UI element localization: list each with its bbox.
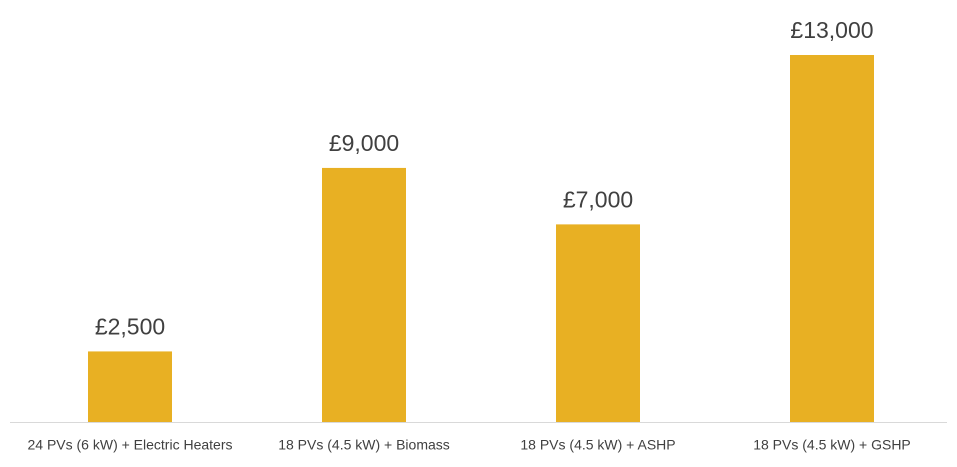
bar [88,351,172,422]
bar [556,224,640,422]
bar [790,55,874,422]
x-tick-label: 24 PVs (6 kW) + Electric Heaters [27,437,232,453]
value-label: £7,000 [563,186,633,212]
x-tick-label: 18 PVs (4.5 kW) + GSHP [753,437,911,453]
x-tick-label: 18 PVs (4.5 kW) + ASHP [520,437,675,453]
x-tick-label: 18 PVs (4.5 kW) + Biomass [278,437,450,453]
value-label: £13,000 [790,17,873,43]
bar [322,167,406,422]
value-label: £9,000 [329,130,399,156]
value-label: £2,500 [95,314,165,340]
